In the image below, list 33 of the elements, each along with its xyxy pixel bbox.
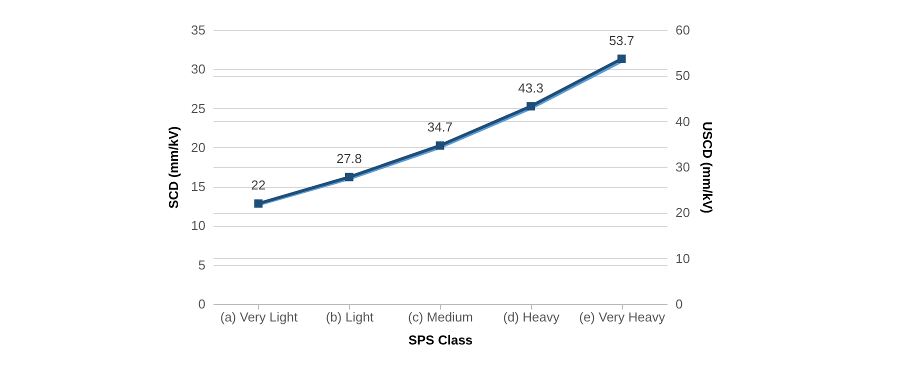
- y2-tick-label: 50: [676, 68, 690, 84]
- point: [436, 141, 444, 150]
- point: [345, 172, 354, 182]
- y-tick-label: 25: [191, 100, 206, 116]
- y2-tick-label: 40: [676, 114, 690, 129]
- x-axis-title: SPS Class: [408, 332, 473, 348]
- y-tick-label: 20: [191, 140, 206, 155]
- y-tick-label: 10: [191, 218, 206, 234]
- x-tick-label: (a) Very Light: [220, 310, 298, 324]
- data-label: 27.8: [336, 151, 362, 166]
- x-tick-label: (c) Medium: [408, 310, 474, 324]
- y2-axis-title: USCD (mm/kV): [700, 122, 715, 214]
- data-label: 34.7: [427, 120, 453, 135]
- x-tick-label: (b) Light: [326, 310, 374, 324]
- point: [617, 54, 626, 63]
- y2-tick-label: 20: [676, 205, 690, 220]
- y-tick-label: 35: [191, 22, 206, 38]
- y2-tick-label: 10: [676, 250, 690, 266]
- y-tick-label: 5: [198, 257, 206, 272]
- y-tick-label: 30: [191, 62, 206, 77]
- y2-tick-label: 60: [676, 22, 690, 38]
- y-tick-label: 15: [191, 179, 206, 194]
- y-tick-label: 0: [198, 296, 206, 312]
- x-tick-label: (e) Very Heavy: [579, 310, 666, 324]
- y-axis-title: SCD (mm/kV): [166, 126, 182, 209]
- data-label: 43.3: [518, 80, 544, 96]
- y2-tick-label: 30: [676, 160, 690, 174]
- x-tick-label: (d) Heavy: [503, 310, 560, 324]
- data-label: 22: [251, 178, 266, 193]
- point: [526, 102, 535, 110]
- y2-tick-label: 0: [676, 296, 683, 312]
- data-label: 53.7: [608, 32, 634, 48]
- point: [254, 199, 263, 208]
